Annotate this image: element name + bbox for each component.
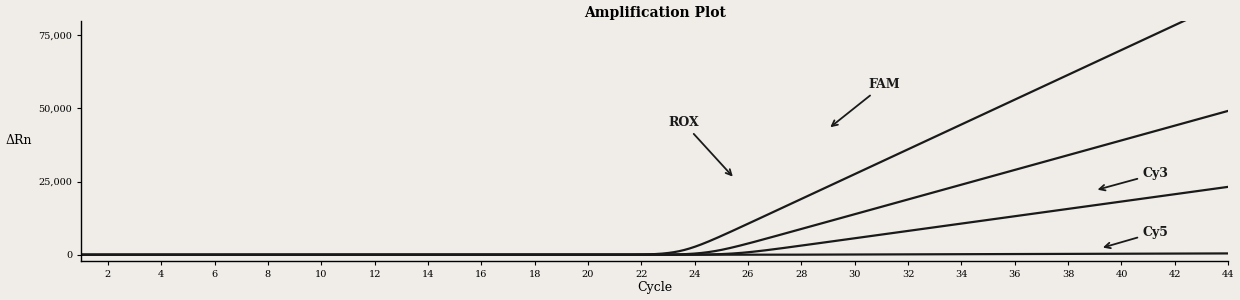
Y-axis label: ΔRn: ΔRn	[5, 134, 32, 147]
Text: Cy3: Cy3	[1100, 167, 1169, 190]
Text: ROX: ROX	[668, 116, 732, 175]
Text: Cy5: Cy5	[1105, 226, 1169, 248]
X-axis label: Cycle: Cycle	[637, 281, 672, 294]
Title: Amplification Plot: Amplification Plot	[584, 6, 725, 20]
Text: FAM: FAM	[832, 78, 900, 126]
